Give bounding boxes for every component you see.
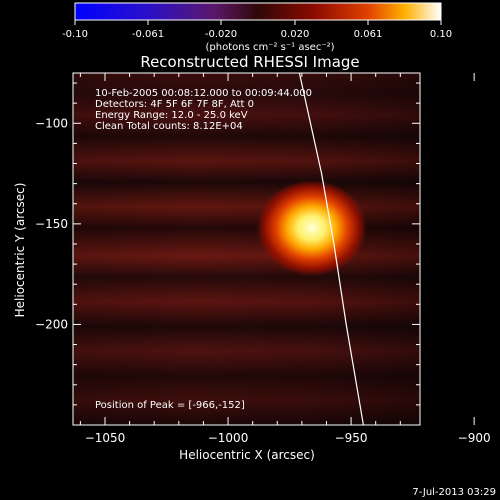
info-annotations: 10-Feb-2005 00:08:12.000 to 00:09:44.000… (95, 88, 312, 411)
colorbar-tick-label: -0.10 (62, 29, 88, 40)
detectors-text: Detectors: 4F 5F 6F 7F 8F, Att 0 (95, 99, 254, 110)
solar-limb-curve (298, 73, 364, 425)
x-tick-label: −1050 (85, 431, 126, 445)
colorbar-gradient (74, 2, 442, 21)
image-area (73, 73, 420, 425)
y-tick-label: −100 (35, 116, 68, 130)
colorbar-tick-label: -0.061 (132, 29, 164, 40)
y-axis-label: Heliocentric Y (arcsec) (13, 183, 27, 318)
colorbar-unit-label: (photons cm⁻² s⁻¹ asec⁻²) (205, 42, 334, 53)
colorbar-tick-label: 0.061 (354, 29, 383, 40)
flare-source (256, 179, 367, 276)
colorbar-ticks (74, 20, 442, 25)
x-tick-label: −950 (335, 431, 368, 445)
x-tick-label: −1000 (208, 431, 249, 445)
timestamp: 7-Jul-2013 03:29 (412, 487, 496, 498)
x-axis-label: Heliocentric X (arcsec) (179, 448, 315, 462)
chart-title: Reconstructed RHESSI Image (140, 53, 359, 71)
energy-range-text: Energy Range: 12.0 - 25.0 keV (95, 110, 248, 121)
y-tick-label: −200 (35, 317, 68, 331)
colorbar-tick-label: 0.020 (281, 29, 310, 40)
image-shading (73, 73, 420, 425)
y-tick-label: −150 (35, 217, 68, 231)
colorbar-tick-label: -0.020 (205, 29, 237, 40)
peak-position-text: Position of Peak = [-966,-152] (95, 400, 245, 411)
clean-counts-text: Clean Total counts: 8.12E+04 (95, 121, 243, 132)
colorbar-tick-label: 0.10 (430, 29, 452, 40)
plot-frame (72, 72, 421, 426)
colorbar: -0.10 -0.061 -0.020 0.020 0.061 0.10 (ph… (62, 2, 452, 53)
time-range-text: 10-Feb-2005 00:08:12.000 to 00:09:44.000 (95, 88, 312, 99)
x-tick-label: −900 (458, 431, 491, 445)
axis-ticks (73, 73, 475, 425)
